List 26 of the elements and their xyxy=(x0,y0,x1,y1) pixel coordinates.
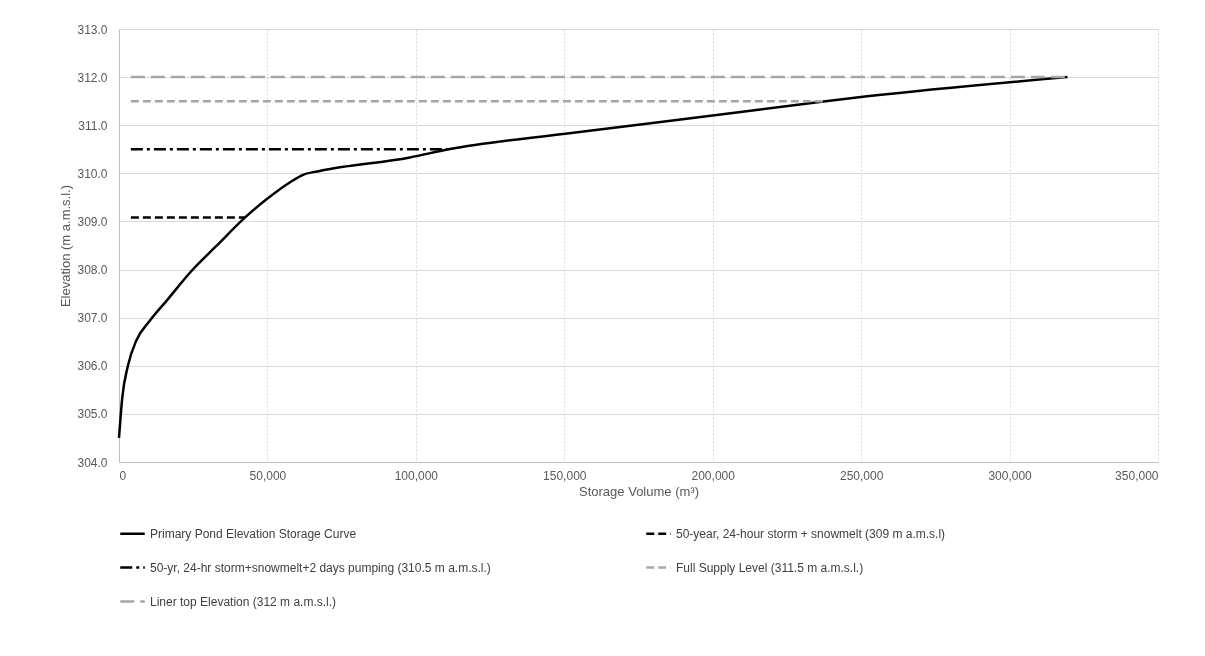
y-tick-label: 308.0 xyxy=(77,263,108,278)
y-tick-label: 304.0 xyxy=(77,455,108,470)
x-axis-title: Storage Volume (m³) xyxy=(579,483,699,499)
y-axis-title: Elevation (m a.m.s.l.) xyxy=(58,184,74,308)
y-tick-label: 309.0 xyxy=(77,214,108,229)
x-tick-label: 150,000 xyxy=(543,468,587,483)
legend-label: Full Supply Level (311.5 m a.m.s.l.) xyxy=(676,560,864,575)
x-tick-label: 100,000 xyxy=(394,468,439,483)
y-tick-label: 305.0 xyxy=(77,407,108,422)
y-tick-label: 312.0 xyxy=(77,70,108,85)
x-tick-label: 300,000 xyxy=(988,468,1033,483)
x-tick-label: 250,000 xyxy=(839,468,884,483)
y-tick-label: 311.0 xyxy=(78,118,108,133)
x-tick-label: 200,000 xyxy=(691,468,736,483)
legend-label: Liner top Elevation (312 m a.m.s.l.) xyxy=(150,594,337,609)
x-tick-label: 0 xyxy=(119,468,127,483)
legend-label: 50-yr, 24-hr storm+snowmelt+2 days pumping (310.5 m a.m.s.l.) xyxy=(150,560,491,575)
x-tick-label: 350,000 xyxy=(1115,468,1159,483)
y-tick-label: 313.0 xyxy=(77,22,108,37)
y-tick-label: 306.0 xyxy=(77,359,108,374)
legend-label: 50-year, 24-hour storm + snowmelt (309 m a.m.s.l) xyxy=(676,526,946,541)
y-tick-label: 307.0 xyxy=(77,311,108,326)
line-series xyxy=(117,75,1069,440)
x-tick-label: 50,000 xyxy=(249,468,287,483)
y-tick-label: 310.0 xyxy=(77,166,108,181)
legend-label: Primary Pond Elevation Storage Curve xyxy=(150,526,357,541)
